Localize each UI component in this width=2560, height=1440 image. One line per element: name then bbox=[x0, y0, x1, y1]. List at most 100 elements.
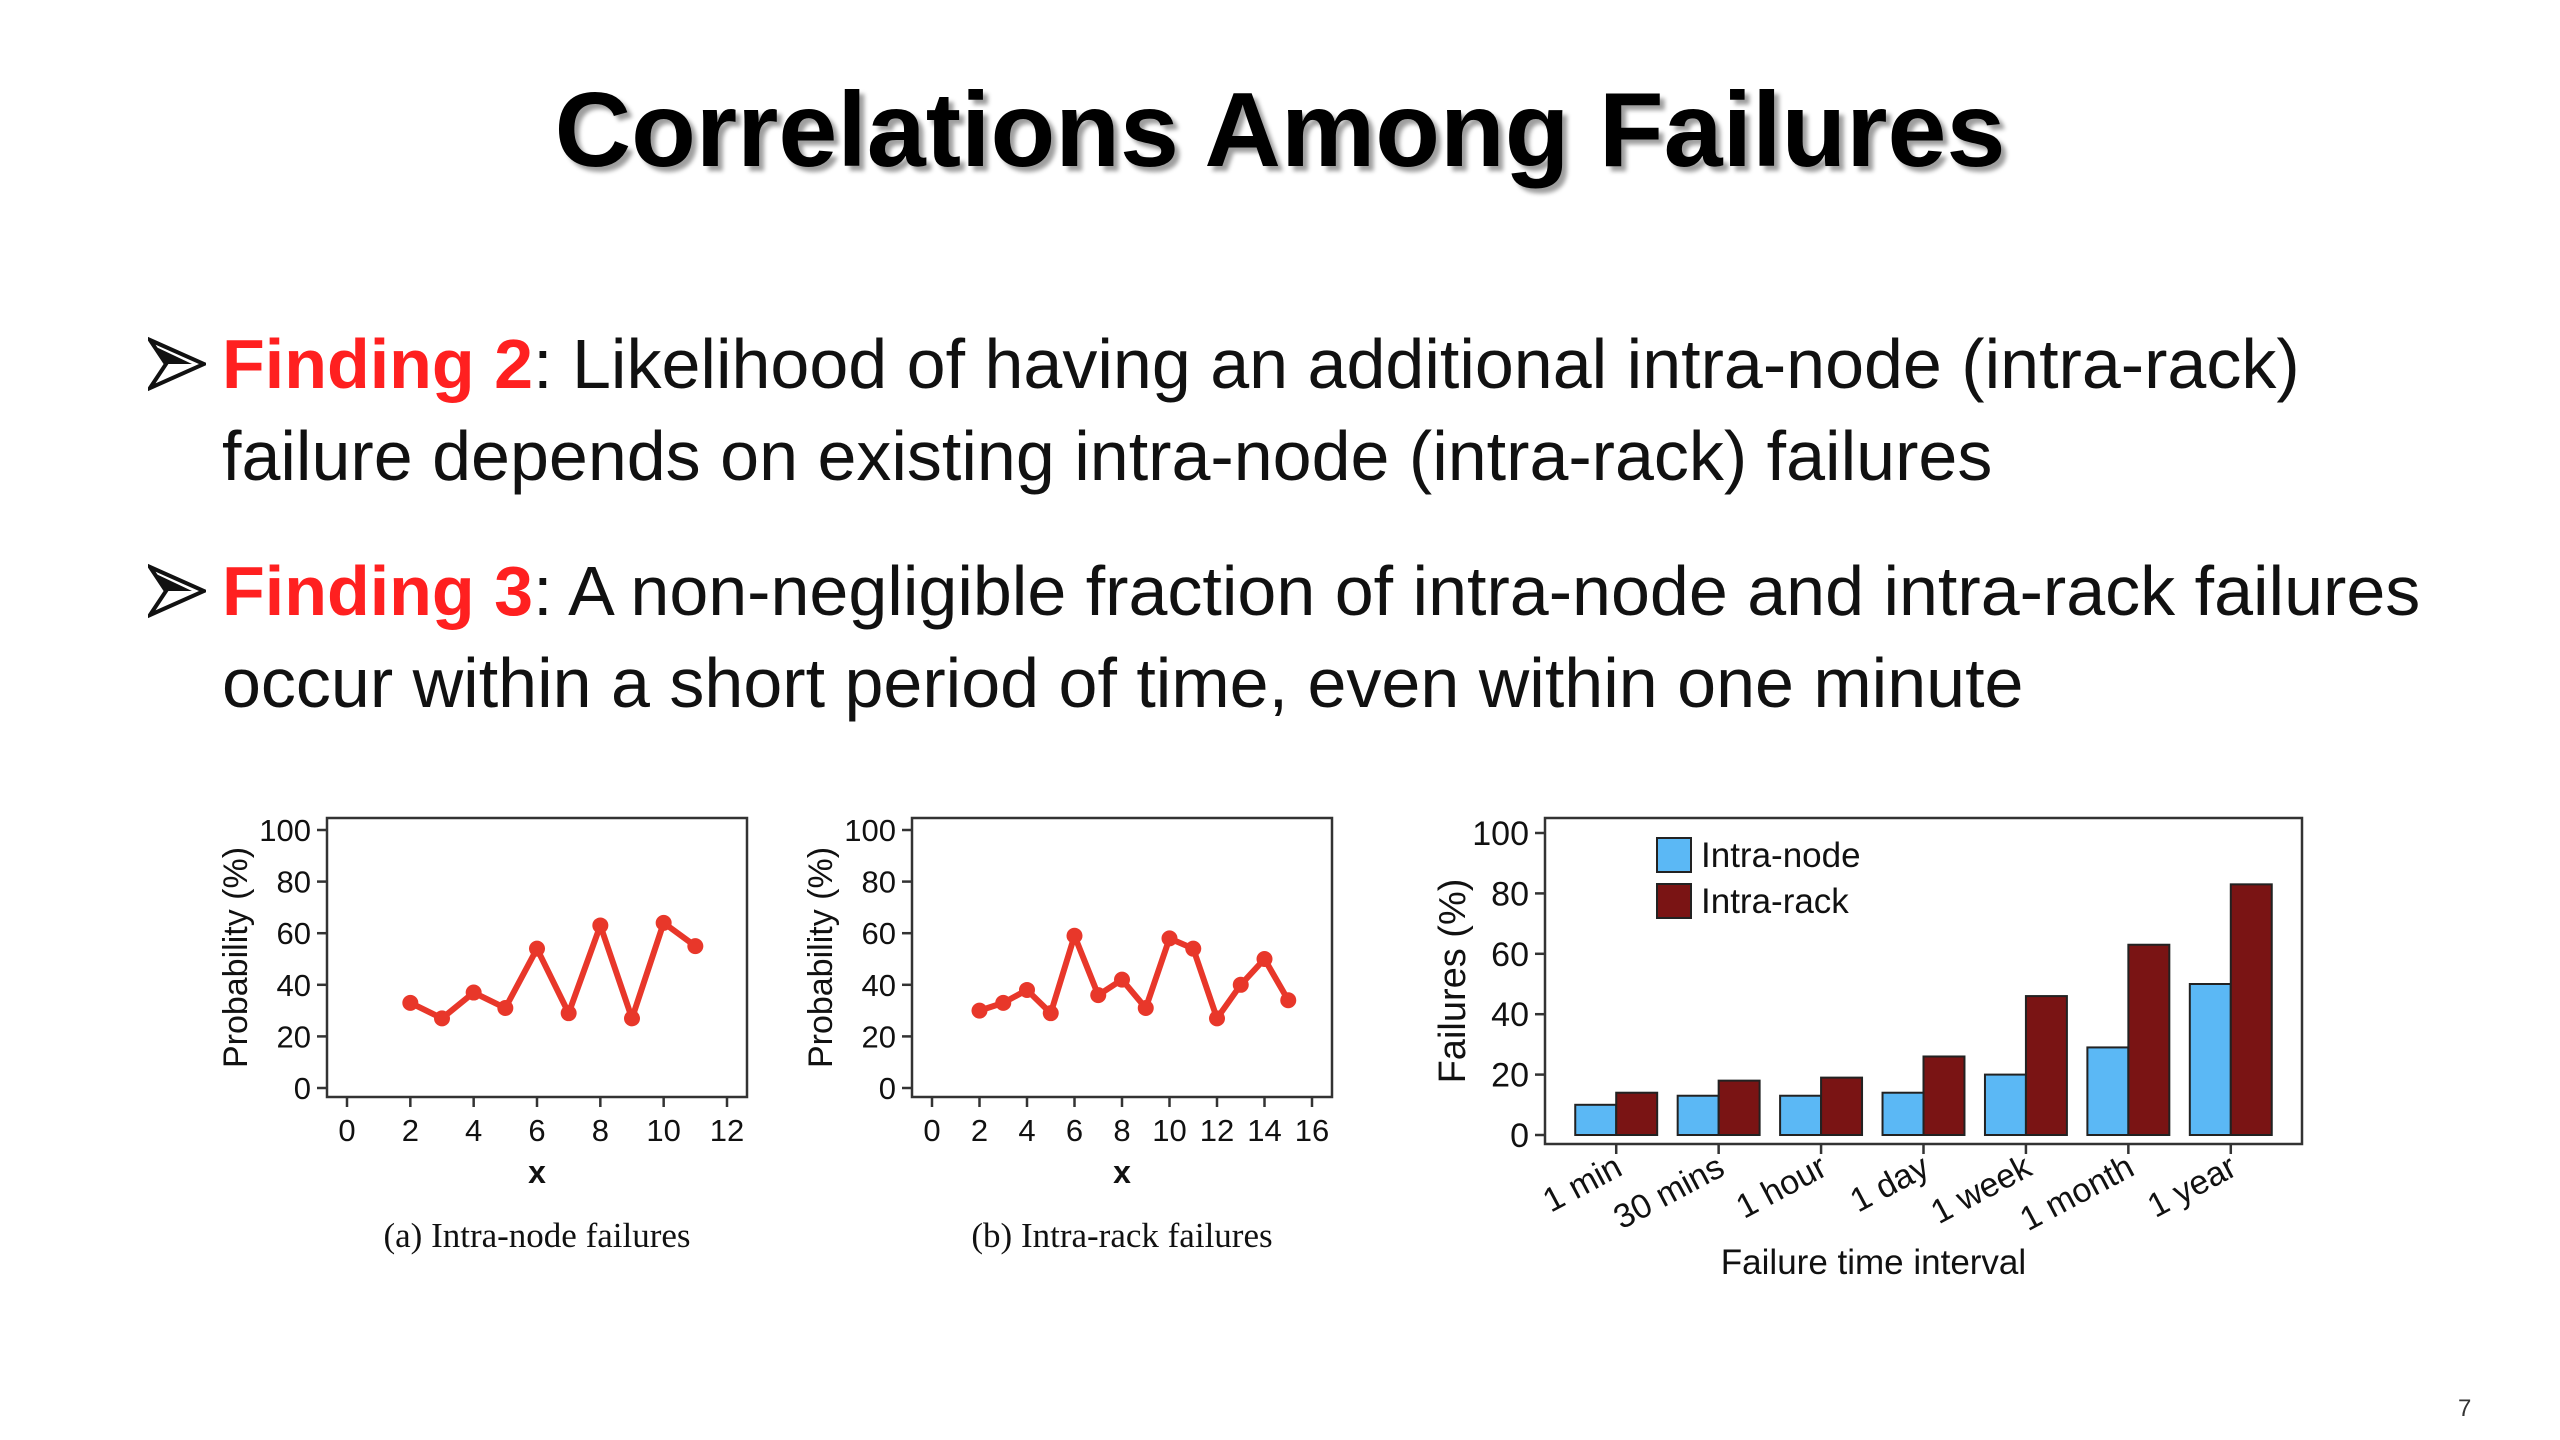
y-tick-label: 60 bbox=[277, 916, 311, 951]
arrow-bullet-icon bbox=[148, 336, 206, 392]
bar-intra-node bbox=[1779, 1094, 1823, 1136]
bar-intra-node bbox=[1676, 1094, 1720, 1136]
x-tick-label: 4 bbox=[465, 1113, 482, 1148]
bar-intra-node bbox=[1881, 1091, 1925, 1136]
data-point bbox=[655, 914, 672, 931]
legend-swatch bbox=[1656, 883, 1692, 919]
data-point bbox=[1090, 987, 1107, 1004]
series-line bbox=[409, 919, 698, 1022]
x-tick-label: 10 bbox=[1152, 1113, 1186, 1148]
bar-intra-rack bbox=[1820, 1076, 1864, 1136]
finding-label: Finding 3 bbox=[222, 552, 534, 630]
data-point bbox=[592, 917, 609, 934]
x-axis-label: x bbox=[1113, 1154, 1131, 1190]
data-point bbox=[1232, 976, 1249, 993]
data-point bbox=[434, 1010, 450, 1027]
x-tick-label: 10 bbox=[646, 1113, 680, 1148]
chart-caption: (a) Intra-node failures bbox=[383, 1216, 690, 1255]
x-tick-label: 12 bbox=[710, 1113, 744, 1148]
y-tick-label: 0 bbox=[1510, 1117, 1529, 1155]
data-point bbox=[1280, 992, 1297, 1009]
chart-caption: (b) Intra-rack failures bbox=[971, 1216, 1272, 1255]
data-point bbox=[1137, 1000, 1154, 1017]
x-axis-label: x bbox=[528, 1154, 546, 1190]
y-tick-label: 40 bbox=[277, 968, 311, 1003]
bullet-finding-2: Finding 2: Likelihood of having an addit… bbox=[148, 318, 2468, 502]
x-tick-label: 14 bbox=[1247, 1113, 1281, 1148]
data-point bbox=[402, 994, 419, 1011]
data-point bbox=[624, 1010, 640, 1027]
finding-body: : A non-negligible fraction of intra-nod… bbox=[222, 552, 2421, 722]
y-tick-label: 60 bbox=[862, 916, 896, 951]
y-tick-label: 80 bbox=[862, 865, 896, 900]
x-tick-label: 8 bbox=[592, 1113, 609, 1148]
y-tick-label: 100 bbox=[844, 813, 896, 848]
legend-swatch bbox=[1656, 837, 1692, 873]
data-point bbox=[1209, 1010, 1225, 1027]
data-point bbox=[1185, 940, 1202, 957]
bar-intra-node bbox=[2086, 1046, 2130, 1137]
finding-label: Finding 2 bbox=[222, 325, 534, 403]
x-tick-label: 6 bbox=[528, 1113, 545, 1148]
x-tick-label: 1 hour bbox=[1730, 1148, 1833, 1227]
y-axis-label: Failures (%) bbox=[1432, 879, 1474, 1084]
x-tick-label: 0 bbox=[923, 1113, 940, 1148]
legend-label: Intra-node bbox=[1701, 836, 1861, 875]
bar-intra-node bbox=[1983, 1073, 2027, 1136]
data-point bbox=[1066, 927, 1083, 944]
x-tick-label: 0 bbox=[338, 1113, 355, 1148]
y-tick-label: 80 bbox=[1491, 875, 1529, 913]
x-tick-label: 30 mins bbox=[1607, 1148, 1730, 1237]
data-point bbox=[1019, 981, 1035, 998]
y-tick-label: 0 bbox=[294, 1071, 311, 1106]
y-tick-label: 20 bbox=[1491, 1057, 1529, 1095]
y-tick-label: 0 bbox=[879, 1071, 896, 1106]
x-tick-label: 2 bbox=[971, 1113, 988, 1148]
y-tick-label: 20 bbox=[862, 1019, 896, 1054]
arrow-bullet-icon bbox=[148, 563, 206, 619]
bar-intra-node bbox=[1574, 1103, 1618, 1137]
x-tick-label: 6 bbox=[1066, 1113, 1083, 1148]
bullet-finding-3: Finding 3: A non-negligible fraction of … bbox=[148, 545, 2468, 729]
finding-body: : Likelihood of having an additional int… bbox=[222, 325, 2300, 495]
x-tick-label: 16 bbox=[1295, 1113, 1329, 1148]
x-tick-label: 1 year bbox=[2141, 1148, 2242, 1226]
data-point bbox=[1114, 971, 1130, 988]
data-point bbox=[1042, 1005, 1059, 1022]
x-tick-label: 12 bbox=[1200, 1113, 1234, 1148]
y-tick-label: 80 bbox=[277, 865, 311, 900]
bullet-text: Finding 2: Likelihood of having an addit… bbox=[222, 318, 2468, 502]
x-tick-label: 2 bbox=[402, 1113, 419, 1148]
bar-intra-rack bbox=[1717, 1079, 1761, 1137]
data-point bbox=[529, 940, 545, 957]
data-point bbox=[1256, 951, 1273, 967]
data-point bbox=[465, 984, 482, 1001]
legend-label: Intra-rack bbox=[1701, 882, 1849, 921]
x-tick-label: 8 bbox=[1113, 1113, 1130, 1148]
data-point bbox=[995, 994, 1012, 1011]
bar-intra-rack bbox=[2024, 995, 2068, 1137]
bar-intra-rack bbox=[2127, 943, 2171, 1136]
y-axis-label: Probability (%) bbox=[802, 847, 840, 1068]
y-tick-label: 60 bbox=[1491, 936, 1529, 974]
y-tick-label: 20 bbox=[277, 1019, 311, 1054]
bar-intra-node bbox=[2188, 983, 2232, 1136]
y-tick-label: 40 bbox=[1491, 996, 1529, 1034]
data-point bbox=[687, 938, 704, 955]
data-point bbox=[560, 1005, 577, 1022]
bar-intra-rack bbox=[1922, 1055, 1966, 1136]
data-point bbox=[497, 1000, 514, 1017]
x-tick-label: 1 day bbox=[1844, 1148, 1935, 1221]
y-axis-label: Probability (%) bbox=[217, 847, 255, 1068]
page-number: 7 bbox=[2458, 1395, 2472, 1422]
y-tick-label: 100 bbox=[259, 813, 311, 848]
bullet-text: Finding 3: A non-negligible fraction of … bbox=[222, 545, 2468, 729]
y-tick-label: 100 bbox=[1472, 815, 1529, 853]
bar-intra-rack bbox=[2229, 883, 2273, 1137]
x-axis-label: Failure time interval bbox=[1721, 1243, 2026, 1282]
slide-title: Correlations Among Failures bbox=[554, 71, 2006, 189]
data-point bbox=[971, 1002, 988, 1019]
